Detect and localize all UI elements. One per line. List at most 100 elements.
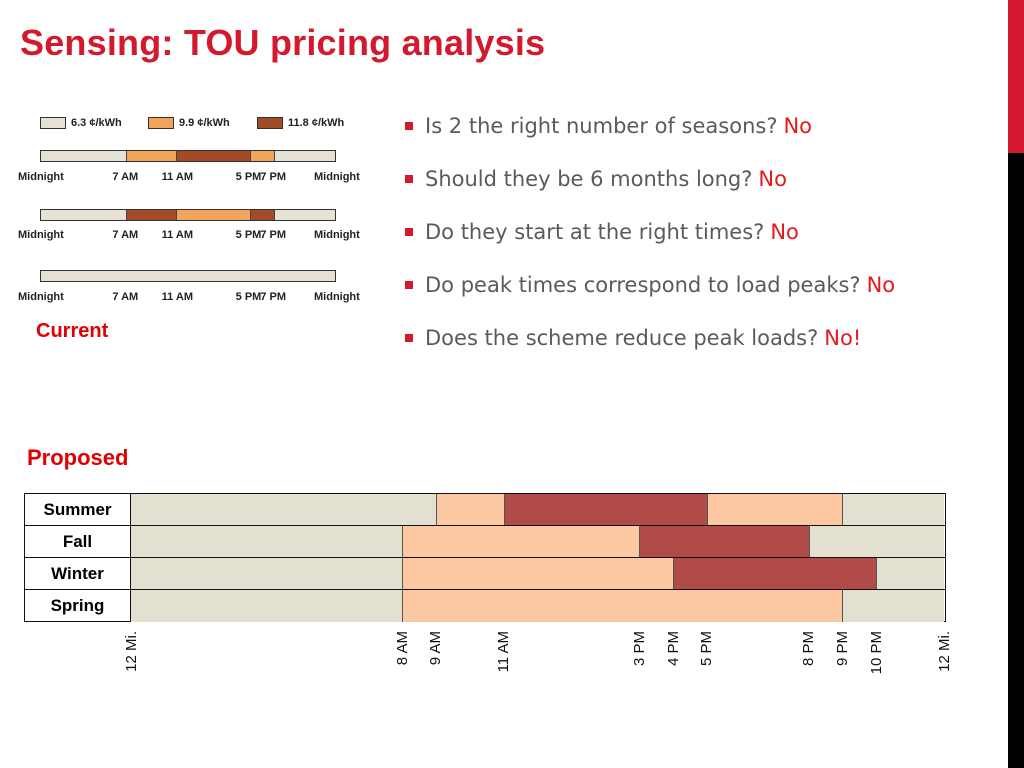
season-label: Spring (25, 590, 131, 622)
season-label: Winter (25, 558, 131, 589)
tou-segment (131, 494, 436, 525)
time-tick-label: 12 Mi. (935, 631, 953, 672)
time-tick-label: 8 PM (800, 631, 817, 667)
current-rate-bar (40, 270, 336, 282)
tou-segment (706, 494, 843, 525)
question-item: Should they be 6 months long? No (404, 165, 1004, 218)
question-item: Do peak times correspond to load peaks? N… (404, 271, 1004, 324)
time-tick-label: 9 PM (833, 631, 851, 667)
tou-segment (639, 526, 809, 557)
question-answer: No (770, 220, 799, 244)
time-tick-label: 5 PM (235, 291, 262, 303)
rate-segment (275, 210, 335, 220)
legend-item: 11.8 ¢/kWh (257, 117, 344, 129)
rate-segment (127, 151, 177, 161)
tou-segment (842, 590, 944, 622)
tou-segment (131, 526, 402, 557)
proposed-tou-chart: Summer Fall Winter Spring (24, 493, 946, 622)
time-tick-label: 5 PM (698, 631, 716, 667)
time-tick-label: 7 AM (112, 291, 139, 303)
time-tick-label: 4 PM (664, 631, 682, 667)
slide-title: Sensing: TOU pricing analysis (20, 22, 546, 63)
rate-segment (250, 151, 276, 161)
legend-swatch (148, 117, 174, 129)
time-tick-label: 11 AM (161, 171, 194, 183)
time-tick-label: Midnight (314, 171, 360, 183)
rate-segment (176, 151, 251, 161)
time-tick-label: Midnight (18, 291, 64, 303)
tou-segment (131, 558, 402, 589)
question-text: Is 2 the right number of seasons? (425, 114, 778, 138)
time-tick-label: 5 PM (235, 171, 262, 183)
time-tick-label: Midnight (18, 229, 64, 241)
season-row: Summer (25, 494, 945, 526)
season-row: Spring (25, 590, 945, 622)
tou-segment (842, 494, 944, 525)
bullet-marker (405, 334, 413, 342)
rate-segment (41, 210, 128, 220)
tou-segment (435, 494, 504, 525)
rate-segment (127, 210, 177, 220)
legend-swatch (257, 117, 283, 129)
current-rate-bar (40, 209, 336, 221)
season-row: Fall (25, 526, 945, 558)
tou-segment (402, 558, 673, 589)
time-tick-label: 7 PM (260, 171, 287, 183)
legend-item: 9.9 ¢/kWh (148, 117, 230, 129)
legend-swatch (40, 117, 66, 129)
tou-segment (402, 590, 843, 622)
rate-segment (41, 151, 128, 161)
time-tick-label: 7 PM (260, 291, 287, 303)
time-tick-label: 7 AM (112, 229, 139, 241)
question-text: Should they be 6 months long? (425, 167, 753, 191)
bullet-marker (405, 228, 413, 236)
question-text: Do they start at the right times? (425, 220, 765, 244)
question-item: Is 2 the right number of seasons? No (404, 112, 1004, 165)
time-tick-label: 11 AM (161, 229, 194, 241)
tou-segment (808, 526, 944, 557)
tou-segment (131, 590, 402, 622)
rate-segment (41, 271, 335, 281)
question-answer: No! (824, 326, 862, 350)
bullet-marker (405, 122, 413, 130)
time-tick-label: 11 AM (161, 291, 194, 303)
time-tick-label: Midnight (18, 171, 64, 183)
rate-segment (275, 151, 335, 161)
current-label: Current (36, 320, 109, 341)
season-label: Fall (25, 526, 131, 557)
time-tick-label: 7 AM (112, 171, 139, 183)
time-tick-label: Midnight (314, 291, 360, 303)
legend-label: 11.8 ¢/kWh (288, 117, 345, 129)
legend-item: 6.3 ¢/kWh (40, 117, 122, 129)
season-label: Summer (25, 494, 131, 525)
side-accent-bar-red (1008, 0, 1024, 153)
question-text: Does the scheme reduce peak loads? (425, 326, 819, 350)
rate-segment (176, 210, 251, 220)
rate-segment (250, 210, 276, 220)
time-tick-label: 11 AM (495, 631, 513, 673)
question-answer: No (783, 114, 813, 138)
question-answer: No (866, 273, 896, 297)
time-tick-label: Midnight (314, 229, 360, 241)
time-tick-label: 5 PM (235, 229, 262, 241)
time-tick-label: 9 AM (427, 631, 445, 666)
bullet-marker (405, 175, 413, 183)
tou-segment (402, 526, 640, 557)
time-tick-label: 8 AM (393, 631, 411, 666)
question-item: Does the scheme reduce peak loads? No! (404, 324, 1004, 377)
proposed-label: Proposed (27, 445, 129, 470)
tou-segment (673, 558, 877, 589)
time-tick-label: 10 PM (867, 631, 885, 675)
question-list: Is 2 the right number of seasons? No Shou… (404, 112, 1004, 377)
question-item: Do they start at the right times? No (404, 218, 1004, 271)
legend-label: 9.9 ¢/kWh (179, 117, 230, 129)
tou-segment (503, 494, 707, 525)
time-tick-label: 3 PM (630, 631, 648, 667)
season-row: Winter (25, 558, 945, 590)
current-rate-bar (40, 150, 336, 162)
time-tick-label: 7 PM (260, 229, 287, 241)
side-accent-bar-black (1008, 153, 1024, 768)
legend-label: 6.3 ¢/kWh (71, 117, 122, 129)
bullet-marker (405, 281, 413, 289)
question-text: Do peak times correspond to load peaks? (425, 273, 861, 297)
